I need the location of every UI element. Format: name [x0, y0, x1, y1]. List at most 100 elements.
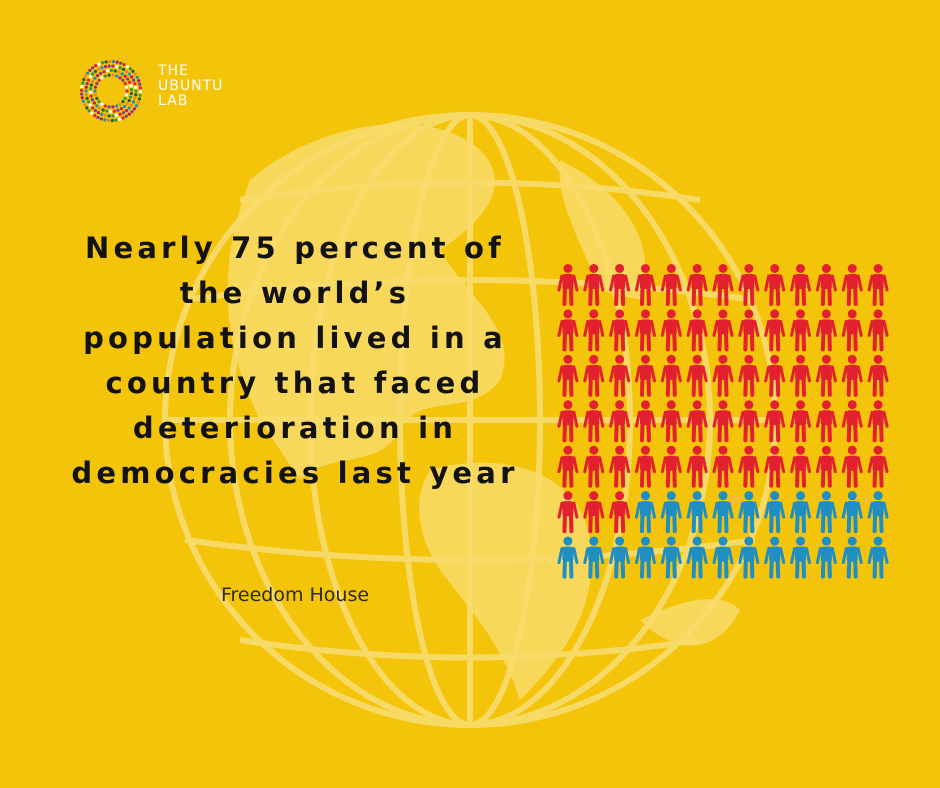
person-icon — [790, 445, 812, 488]
person-icon — [764, 264, 786, 306]
person-icon — [557, 309, 579, 352]
person-icon — [686, 445, 708, 488]
person-icon — [712, 536, 734, 579]
person-icon — [634, 536, 656, 579]
ubuntu-lab-logo: THE UBUNTU LAB — [78, 58, 248, 124]
person-icon — [583, 309, 605, 352]
person-icon — [867, 491, 889, 534]
person-icon — [660, 445, 682, 488]
person-icon — [557, 354, 579, 397]
person-icon — [815, 400, 837, 443]
person-icon — [660, 400, 682, 443]
person-icon — [712, 354, 734, 397]
person-icon — [634, 264, 656, 306]
person-icon — [841, 264, 863, 306]
person-icon — [738, 354, 760, 397]
person-icon — [660, 354, 682, 397]
person-icon — [583, 354, 605, 397]
logo-line-1: THE — [158, 63, 189, 79]
person-icon — [867, 536, 889, 579]
person-icon — [686, 536, 708, 579]
person-icon — [634, 309, 656, 352]
person-icon — [609, 354, 631, 397]
person-icon — [660, 309, 682, 352]
person-icon — [609, 536, 631, 579]
logo-line-2: UBUNTU — [158, 78, 224, 94]
person-icon — [841, 354, 863, 397]
person-icon — [867, 309, 889, 352]
person-icon — [790, 354, 812, 397]
person-icon — [609, 491, 631, 534]
person-icon — [790, 309, 812, 352]
person-icon — [790, 264, 812, 306]
person-icon — [815, 536, 837, 579]
person-icon — [738, 264, 760, 306]
person-icon — [634, 445, 656, 488]
dotted-ring-logo-icon — [79, 59, 143, 123]
person-icon — [712, 264, 734, 306]
person-icon — [764, 400, 786, 443]
person-icon — [634, 354, 656, 397]
person-icon — [764, 354, 786, 397]
person-icon — [686, 264, 708, 306]
person-icon — [557, 536, 579, 579]
person-icon — [557, 264, 579, 306]
person-icon — [867, 264, 889, 306]
person-icon — [790, 536, 812, 579]
logo-wordmark: THE UBUNTU LAB — [158, 64, 223, 109]
headline: Nearly 75 percent of the world’s populat… — [71, 231, 519, 490]
person-icon — [815, 264, 837, 306]
person-icon — [634, 491, 656, 534]
person-icon — [815, 309, 837, 352]
logo-line-3: LAB — [158, 93, 189, 109]
person-icon — [841, 445, 863, 488]
person-icon — [841, 491, 863, 534]
person-icon — [764, 491, 786, 534]
person-icon — [867, 354, 889, 397]
person-icon — [686, 491, 708, 534]
person-icon — [764, 445, 786, 488]
person-icon — [583, 536, 605, 579]
person-icon — [557, 491, 579, 534]
person-icon — [609, 400, 631, 443]
person-icon — [712, 445, 734, 488]
person-icon — [790, 400, 812, 443]
person-icon — [583, 400, 605, 443]
person-icon — [557, 445, 579, 488]
person-icon — [738, 309, 760, 352]
person-icon — [557, 400, 579, 443]
person-icon — [764, 536, 786, 579]
person-icon — [686, 400, 708, 443]
person-icon — [712, 491, 734, 534]
source-credit: Freedom House — [220, 584, 370, 606]
person-icon — [738, 536, 760, 579]
person-icon — [815, 354, 837, 397]
person-icon — [738, 445, 760, 488]
person-icon — [712, 400, 734, 443]
person-icon — [712, 309, 734, 352]
person-icon — [660, 536, 682, 579]
people-pictogram — [557, 264, 889, 579]
person-icon — [764, 309, 786, 352]
person-icon — [609, 309, 631, 352]
person-icon — [738, 400, 760, 443]
person-icon — [583, 445, 605, 488]
person-icon — [660, 491, 682, 534]
person-icon — [738, 491, 760, 534]
person-icon — [686, 309, 708, 352]
person-icon — [867, 445, 889, 488]
person-icon — [634, 400, 656, 443]
person-icon — [815, 445, 837, 488]
person-icon — [609, 264, 631, 306]
person-icon — [686, 354, 708, 397]
person-icon — [867, 400, 889, 443]
person-icon — [790, 491, 812, 534]
person-icon — [841, 309, 863, 352]
person-icon — [660, 264, 682, 306]
person-icon — [815, 491, 837, 534]
person-icon — [609, 445, 631, 488]
person-icon — [841, 400, 863, 443]
person-icon — [583, 264, 605, 306]
